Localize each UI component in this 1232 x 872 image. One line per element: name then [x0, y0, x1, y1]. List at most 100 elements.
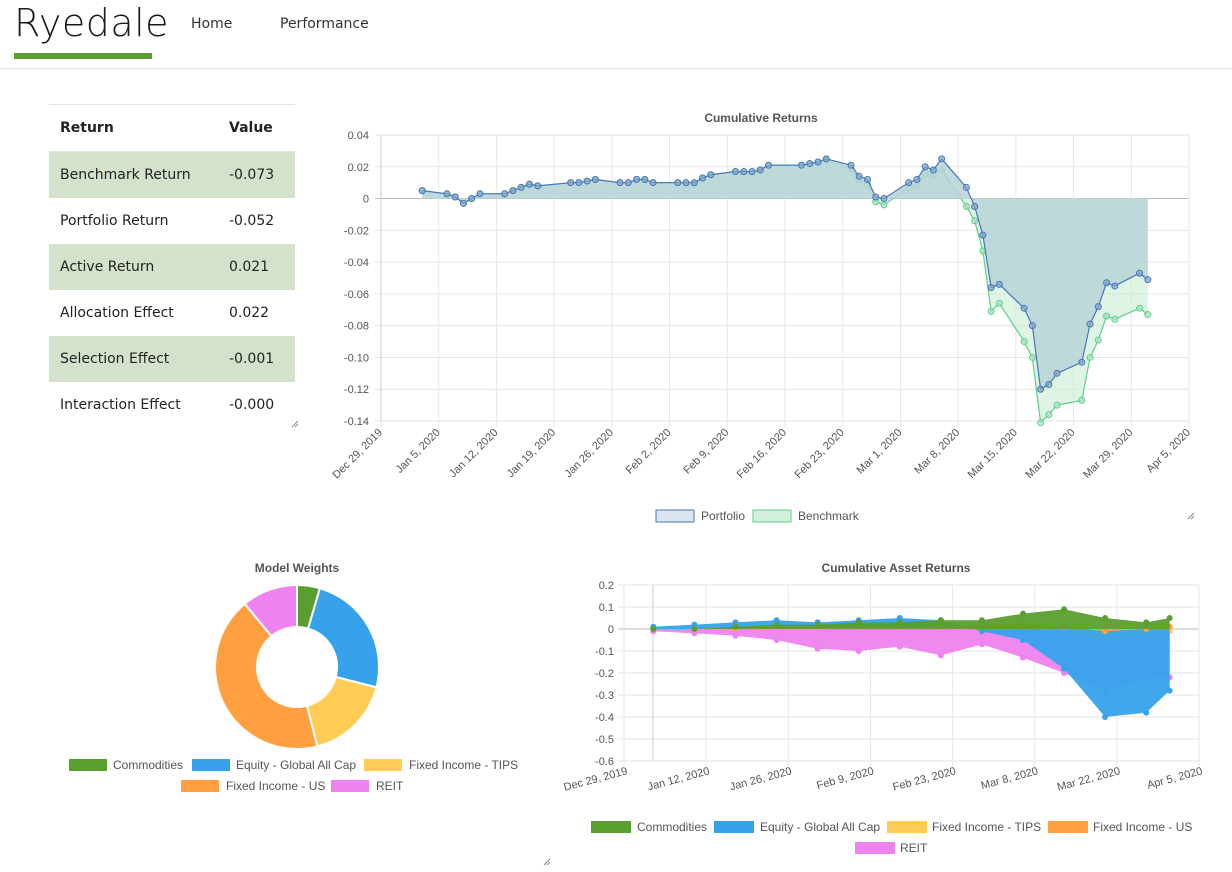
portfolio-point: [822, 155, 830, 163]
legend-label: Fixed Income - US: [1093, 820, 1192, 834]
legend-swatch: [331, 780, 369, 792]
x-tick-label: Apr 5, 2020: [1144, 427, 1193, 476]
asset-point: [896, 619, 903, 626]
x-tick-label: Jan 26, 2020: [728, 765, 793, 793]
cumulative-returns-resize-handle-icon[interactable]: [1187, 512, 1195, 520]
portfolio-point: [443, 190, 451, 198]
portfolio-point: [616, 179, 624, 187]
cumulative-returns-chart[interactable]: Cumulative Returns 0.04 0.02 0 -0.02 -0.04 -0…: [330, 111, 1193, 523]
brand-logo-text[interactable]: Ryedale: [14, 1, 170, 45]
asset-point: [855, 619, 862, 626]
legend-label: REIT: [900, 841, 928, 855]
legend-swatch: [181, 780, 219, 792]
table-row: Portfolio Return -0.052: [49, 198, 295, 244]
legend-label: Commodities: [113, 758, 183, 772]
y-tick-label: -0.14: [344, 416, 369, 428]
y-tick-label: 0: [608, 624, 614, 636]
portfolio-point: [1078, 358, 1086, 366]
asset-point: [732, 619, 739, 626]
cumulative-asset-returns-chart[interactable]: Cumulative Asset Returns 0.2 0.1 0 -0.1 -0.2…: [562, 561, 1203, 855]
asset-area: [653, 609, 1170, 629]
portfolio-point: [459, 199, 467, 207]
table-row: Interaction Effect -0.000: [49, 382, 295, 428]
x-tick-label: Mar 22, 2020: [1023, 427, 1077, 481]
asset-point: [1061, 670, 1068, 676]
model-weights-chart[interactable]: Model Weights Commodities Equity - Global…: [69, 561, 518, 793]
legend-label: Commodities: [637, 820, 707, 834]
asset-point: [732, 632, 739, 639]
x-tick-label: Mar 1, 2020: [855, 427, 905, 477]
benchmark-point: [1111, 315, 1119, 323]
portfolio-point: [517, 183, 525, 191]
y-tick-label: -0.2: [595, 668, 614, 680]
table-row: Benchmark Return -0.073: [49, 151, 295, 198]
returns-table-header-row: Return Value: [49, 104, 295, 152]
asset-point: [691, 630, 698, 637]
row-value: -0.073: [218, 151, 295, 198]
x-tick-label: Jan 19, 2020: [505, 427, 558, 480]
legend-swatch: [887, 821, 927, 833]
row-value: -0.052: [229, 213, 275, 229]
portfolio-point: [575, 179, 583, 187]
value-column-header: Value: [218, 104, 295, 152]
portfolio-point: [921, 163, 929, 171]
asset-point: [855, 648, 862, 654]
cumulative-returns-legend[interactable]: Portfolio Benchmark: [655, 509, 860, 523]
portfolio-area: [422, 158, 1148, 390]
benchmark-point: [962, 203, 970, 210]
legend-swatch: [1048, 821, 1088, 833]
legend-label-portfolio: Portfolio: [701, 509, 745, 523]
benchmark-area: [422, 160, 1148, 423]
portfolio-point: [732, 168, 740, 176]
cumulative-returns-series: [418, 155, 1152, 427]
portfolio-point: [641, 175, 649, 183]
y-tick-label: -0.1: [595, 646, 614, 658]
y-tick-label: 0.02: [348, 162, 369, 174]
portfolio-point: [1094, 303, 1102, 311]
nav-performance-link[interactable]: Performance: [280, 16, 369, 32]
model-weights-legend[interactable]: Commodities Equity - Global All Cap Fixed …: [69, 758, 518, 793]
legend-swatch-benchmark: [752, 509, 792, 523]
y-tick-label: 0.1: [599, 602, 614, 614]
portfolio-point: [905, 179, 913, 187]
portfolio-point: [1103, 279, 1111, 287]
row-label: Active Return: [49, 244, 218, 290]
portfolio-point: [707, 171, 715, 179]
row-value: 0.022: [229, 305, 270, 321]
y-tick-label: -0.5: [595, 734, 614, 746]
asset-point: [650, 626, 657, 632]
portfolio-point: [583, 177, 591, 185]
table-resize-handle-icon[interactable]: [291, 420, 299, 428]
benchmark-point: [1037, 419, 1045, 427]
portfolio-point: [971, 203, 979, 210]
cumulative-asset-returns-legend[interactable]: Commodities Equity - Global All Cap Fixed …: [591, 820, 1192, 855]
charts-resize-handle-icon[interactable]: [543, 858, 551, 866]
benchmark-point: [1136, 304, 1144, 312]
benchmark-point: [880, 201, 888, 209]
portfolio-point: [525, 180, 533, 188]
legend-swatch: [855, 842, 895, 854]
asset-point: [937, 652, 944, 659]
legend-swatch: [192, 759, 230, 771]
legend-swatch: [69, 759, 107, 771]
benchmark-point: [1094, 336, 1102, 344]
brand-underline: [14, 53, 152, 59]
asset-point: [773, 617, 780, 624]
legend-label: Fixed Income - US: [226, 779, 325, 793]
portfolio-point: [1136, 269, 1144, 277]
legend-label: Equity - Global All Cap: [236, 758, 356, 772]
portfolio-point: [880, 195, 888, 203]
nav-home-link[interactable]: Home: [191, 16, 233, 32]
asset-point: [1143, 709, 1150, 716]
portfolio-point: [938, 155, 946, 163]
portfolio-point: [913, 175, 921, 183]
x-tick-label: Mar 22, 2020: [1056, 765, 1122, 793]
row-label: Interaction Effect: [60, 397, 181, 413]
x-tick-label: Feb 9, 2020: [815, 765, 875, 792]
y-tick-label: -0.10: [344, 352, 369, 364]
y-tick-label: -0.3: [595, 690, 614, 702]
portfolio-point: [748, 168, 756, 176]
portfolio-point: [929, 166, 937, 174]
legend-swatch: [364, 759, 402, 771]
